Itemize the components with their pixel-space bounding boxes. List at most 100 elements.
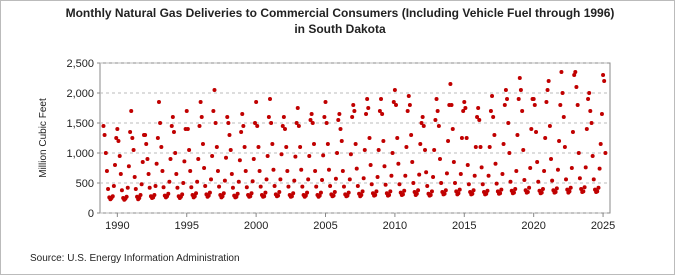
point bbox=[456, 191, 461, 196]
point bbox=[318, 190, 323, 195]
point bbox=[424, 170, 429, 175]
point bbox=[212, 88, 217, 92]
point bbox=[102, 133, 107, 137]
point bbox=[463, 106, 468, 110]
point bbox=[131, 148, 136, 152]
point bbox=[348, 152, 353, 157]
point bbox=[436, 124, 441, 128]
point bbox=[478, 145, 483, 149]
point bbox=[581, 189, 586, 194]
point bbox=[397, 182, 402, 187]
point bbox=[470, 191, 475, 196]
point bbox=[439, 181, 444, 185]
point bbox=[328, 184, 333, 188]
point bbox=[158, 121, 163, 125]
point bbox=[514, 169, 519, 173]
point bbox=[341, 184, 346, 189]
point bbox=[323, 100, 328, 104]
point bbox=[236, 179, 241, 184]
point bbox=[195, 179, 200, 184]
point bbox=[601, 73, 606, 77]
point bbox=[498, 191, 503, 196]
point bbox=[409, 133, 414, 137]
point bbox=[249, 191, 254, 196]
point bbox=[433, 118, 438, 122]
point bbox=[266, 115, 271, 119]
point bbox=[411, 181, 416, 185]
x-tick-label: 2005 bbox=[313, 220, 337, 232]
point bbox=[320, 178, 325, 182]
point bbox=[374, 189, 379, 194]
point bbox=[487, 145, 492, 149]
point bbox=[332, 190, 337, 194]
point bbox=[532, 103, 537, 107]
point bbox=[574, 85, 579, 89]
point bbox=[461, 109, 466, 113]
point bbox=[189, 185, 194, 190]
point bbox=[596, 185, 601, 190]
point bbox=[434, 97, 439, 101]
point bbox=[194, 191, 199, 196]
point bbox=[508, 179, 513, 184]
point bbox=[210, 154, 215, 158]
point bbox=[321, 153, 326, 158]
point bbox=[513, 187, 518, 191]
point bbox=[501, 142, 506, 146]
point bbox=[499, 187, 504, 192]
point bbox=[416, 188, 421, 193]
point bbox=[264, 177, 269, 182]
point bbox=[506, 121, 511, 125]
x-tick-label: 2010 bbox=[383, 220, 407, 232]
point bbox=[462, 100, 467, 104]
point bbox=[476, 106, 481, 110]
point bbox=[448, 82, 453, 86]
point bbox=[115, 127, 120, 131]
point bbox=[555, 167, 560, 172]
point bbox=[391, 100, 396, 104]
x-tick-label: 2020 bbox=[521, 220, 545, 232]
point bbox=[544, 100, 549, 104]
point bbox=[310, 121, 315, 125]
point bbox=[584, 127, 589, 131]
point bbox=[403, 173, 408, 178]
point bbox=[104, 169, 109, 173]
point bbox=[421, 124, 426, 128]
point bbox=[477, 118, 482, 122]
point bbox=[160, 169, 165, 173]
point bbox=[145, 157, 150, 161]
point bbox=[493, 161, 498, 166]
point bbox=[485, 188, 490, 193]
point bbox=[220, 194, 225, 199]
point bbox=[207, 190, 212, 195]
point bbox=[181, 181, 186, 185]
point bbox=[531, 97, 536, 101]
point bbox=[464, 136, 469, 140]
point bbox=[355, 184, 360, 188]
point bbox=[564, 177, 569, 182]
point bbox=[280, 124, 285, 128]
point bbox=[117, 154, 122, 158]
x-tick-label: 2000 bbox=[244, 220, 268, 232]
point bbox=[284, 145, 289, 149]
point bbox=[373, 193, 378, 197]
point bbox=[244, 185, 249, 190]
point bbox=[534, 130, 539, 134]
point bbox=[582, 185, 587, 190]
point bbox=[567, 189, 572, 194]
point bbox=[443, 188, 448, 193]
point bbox=[577, 176, 582, 181]
point bbox=[294, 121, 299, 125]
point bbox=[475, 115, 480, 119]
point bbox=[507, 151, 512, 155]
point bbox=[129, 109, 134, 113]
point bbox=[128, 130, 133, 134]
point bbox=[185, 127, 190, 131]
point bbox=[229, 172, 234, 176]
point bbox=[325, 142, 330, 146]
point bbox=[402, 188, 407, 193]
point bbox=[309, 112, 314, 116]
point bbox=[345, 193, 350, 198]
point bbox=[140, 160, 145, 164]
